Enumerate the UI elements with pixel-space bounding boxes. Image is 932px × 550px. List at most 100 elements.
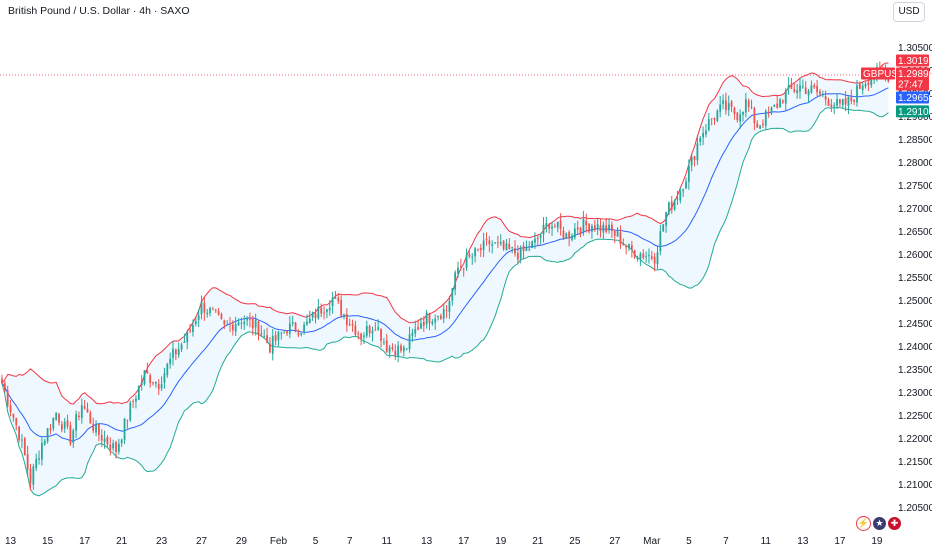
candle-body (214, 310, 217, 311)
candle-body (642, 253, 645, 258)
candle (861, 82, 864, 95)
candle-body (251, 318, 254, 329)
x-tick-label: 13 (421, 536, 433, 547)
candle (291, 315, 294, 327)
candle (163, 367, 166, 389)
candle (21, 434, 23, 449)
candle (311, 311, 314, 321)
candle-body (528, 248, 531, 250)
candle (457, 261, 459, 278)
candle (357, 331, 360, 340)
candle (437, 315, 439, 321)
candle-body (180, 344, 183, 350)
candle (363, 332, 365, 345)
candle (217, 307, 220, 316)
candle (759, 125, 761, 130)
lower-band-badge (896, 105, 929, 118)
candle-body (593, 225, 596, 230)
countdown-text: 27:47 (898, 80, 923, 91)
currency-selector[interactable]: USD (893, 2, 925, 22)
candle-body (702, 132, 704, 138)
candle (653, 252, 656, 272)
candle-body (485, 239, 488, 240)
candle (810, 80, 813, 94)
candle (793, 82, 796, 94)
candle-body (582, 219, 585, 232)
candle-body (52, 418, 55, 429)
candle (220, 312, 223, 320)
candle (23, 436, 26, 456)
candle-body (32, 466, 35, 485)
candle (72, 428, 75, 448)
candle-body (799, 85, 801, 92)
x-tick-label: 27 (609, 536, 621, 547)
candle (782, 99, 784, 104)
candle-body (619, 232, 622, 245)
chart-title: British Pound / U.S. Dollar · 4h · SAXO (8, 5, 190, 17)
candle (274, 330, 277, 346)
candle-body (200, 301, 203, 315)
candle (405, 348, 408, 351)
candle (576, 220, 579, 235)
candle (847, 96, 850, 115)
candle (750, 99, 753, 110)
candle (539, 233, 542, 245)
x-tick-label: 21 (532, 536, 544, 547)
candle (283, 331, 286, 334)
y-tick-label: 1.26000 (898, 250, 932, 261)
candle-body (41, 442, 43, 460)
candle (551, 221, 553, 236)
candle-body (827, 99, 830, 106)
candle-body (576, 227, 579, 230)
candle-body (95, 424, 97, 433)
candle-body (112, 443, 115, 449)
candle-body (29, 468, 32, 483)
candle-body (274, 334, 277, 341)
candle (38, 450, 40, 465)
candle-body (266, 335, 268, 343)
candle (80, 398, 83, 424)
candle-body (793, 88, 796, 92)
candle (790, 77, 793, 90)
candle-body (611, 224, 613, 231)
candle-body (602, 224, 605, 233)
candle-body (100, 435, 103, 441)
candle-body (719, 104, 722, 112)
candle (123, 417, 126, 445)
y-tick-label: 1.23000 (898, 388, 932, 399)
candle-body (830, 104, 833, 107)
candle-body (673, 200, 676, 210)
candle-body (468, 254, 471, 257)
candle-body (417, 327, 419, 330)
candle (425, 309, 428, 329)
candle-body (3, 383, 6, 391)
candle-body (628, 243, 630, 249)
candle (231, 320, 234, 336)
y-tick-label: 1.25000 (898, 296, 932, 307)
candle (189, 324, 191, 334)
candle (559, 213, 562, 236)
candle (385, 334, 388, 353)
candle (269, 337, 271, 354)
candle-body (328, 307, 331, 311)
candle (787, 76, 790, 95)
candle (844, 90, 847, 112)
candle-body (662, 224, 665, 232)
candle (303, 321, 305, 335)
candle-body (864, 83, 867, 87)
candle-body (294, 322, 297, 332)
candle (687, 159, 690, 190)
candle (568, 230, 571, 247)
candle-body (687, 165, 690, 182)
candle-body (383, 341, 385, 343)
candle (26, 445, 29, 477)
candle (212, 306, 214, 311)
y-tick-label: 1.20500 (898, 503, 932, 514)
candle (525, 240, 528, 252)
lightning-icon[interactable]: ⚡ (856, 515, 871, 531)
bottom-icons: ⚡ ★ ✚ (856, 515, 901, 531)
candle (850, 89, 853, 105)
candle-body (246, 319, 248, 321)
candle (394, 344, 397, 360)
